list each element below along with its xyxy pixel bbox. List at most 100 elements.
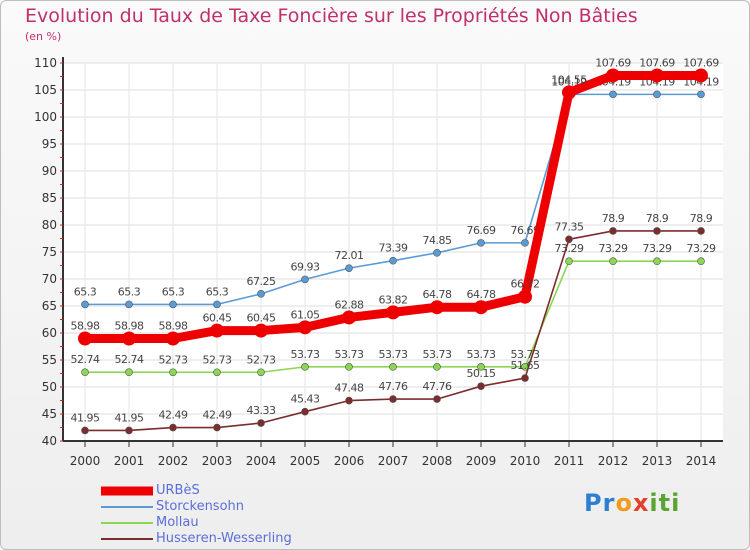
x-tick-label: 2002 <box>158 454 189 468</box>
data-label-husseren-wesserling: 41.95 <box>115 411 144 424</box>
data-label-storckensohn: 65.3 <box>118 285 141 298</box>
data-point-storckensohn <box>301 275 309 284</box>
x-tick-label: 2011 <box>554 454 585 468</box>
y-tick-label: 110 <box>34 56 57 70</box>
data-label-storckensohn: 65.3 <box>206 285 229 298</box>
data-label-mollau: 73.29 <box>599 242 628 255</box>
x-tick-label: 2000 <box>70 454 101 468</box>
data-point-husseren-wesserling <box>697 227 705 235</box>
data-label-husseren-wesserling: 78.9 <box>602 212 625 225</box>
data-point-urb-s <box>694 68 708 83</box>
y-tick-label: 55 <box>42 353 57 367</box>
data-label-husseren-wesserling: 77.35 <box>555 220 584 233</box>
x-tick-label: 2004 <box>246 454 277 468</box>
legend-swatch <box>101 486 153 496</box>
y-tick-label: 85 <box>42 191 57 205</box>
data-label-urb-s: 64.78 <box>423 288 452 301</box>
data-point-mollau <box>653 257 661 266</box>
data-label-storckensohn: 67.25 <box>247 275 276 288</box>
x-tick-label: 2005 <box>290 454 321 468</box>
data-point-storckensohn <box>477 239 485 247</box>
data-label-husseren-wesserling: 42.49 <box>159 409 188 422</box>
data-point-urb-s <box>210 323 224 338</box>
data-point-storckensohn <box>433 249 441 257</box>
data-label-husseren-wesserling: 50.15 <box>467 367 496 380</box>
x-tick-label: 2007 <box>378 454 409 468</box>
legend-swatch <box>101 506 153 508</box>
logo-letter: P <box>584 489 603 517</box>
data-label-storckensohn: 73.39 <box>379 242 408 255</box>
data-label-urb-s: 107.69 <box>683 56 719 69</box>
x-tick-label: 2006 <box>334 454 365 468</box>
data-point-mollau <box>301 363 309 371</box>
data-point-mollau <box>389 363 397 371</box>
y-tick-label: 95 <box>42 137 57 151</box>
data-label-husseren-wesserling: 78.9 <box>646 212 669 225</box>
data-point-urb-s <box>166 331 180 346</box>
data-point-mollau <box>125 368 133 377</box>
data-point-urb-s <box>122 331 136 346</box>
data-label-storckensohn: 69.93 <box>291 260 320 273</box>
x-tick-label: 2013 <box>642 454 673 468</box>
data-point-mollau <box>257 368 265 377</box>
data-point-mollau <box>697 257 705 266</box>
x-tick-label: 2003 <box>202 454 233 468</box>
data-point-husseren-wesserling <box>477 382 485 390</box>
data-label-storckensohn: 74.85 <box>423 234 452 247</box>
legend-label: Storckensohn <box>156 499 245 514</box>
data-point-storckensohn <box>389 256 397 265</box>
data-point-storckensohn <box>697 90 705 99</box>
data-label-mollau: 73.29 <box>687 242 716 255</box>
data-label-mollau: 52.74 <box>71 353 100 366</box>
data-label-urb-s: 107.69 <box>639 56 675 69</box>
data-point-mollau <box>345 363 353 371</box>
y-tick-label: 75 <box>42 245 57 259</box>
data-point-urb-s <box>342 310 356 325</box>
data-point-storckensohn <box>125 300 133 309</box>
legend-label: Husseren-Wesserling <box>156 531 292 546</box>
data-point-husseren-wesserling <box>653 227 661 235</box>
data-point-mollau <box>477 363 485 371</box>
data-label-storckensohn: 76.69 <box>511 224 540 237</box>
data-point-storckensohn <box>345 264 353 272</box>
x-tick-label: 2012 <box>598 454 629 468</box>
data-point-husseren-wesserling <box>565 235 573 244</box>
data-label-husseren-wesserling: 47.48 <box>335 382 364 395</box>
data-point-husseren-wesserling <box>389 395 397 403</box>
data-point-storckensohn <box>213 300 221 309</box>
data-label-storckensohn: 76.69 <box>467 224 496 237</box>
data-point-storckensohn <box>81 300 89 309</box>
data-point-urb-s <box>518 289 532 304</box>
data-point-husseren-wesserling <box>609 227 617 235</box>
data-point-husseren-wesserling <box>433 395 441 403</box>
legend-label: URBèS <box>156 483 200 498</box>
y-tick-label: 100 <box>34 110 57 124</box>
data-label-mollau: 52.73 <box>247 353 276 366</box>
logo-letter: o <box>615 489 633 517</box>
data-label-urb-s: 66.72 <box>511 278 540 291</box>
data-label-mollau: 53.73 <box>467 348 496 361</box>
data-point-husseren-wesserling <box>301 407 309 416</box>
data-point-urb-s <box>562 85 576 100</box>
data-label-husseren-wesserling: 41.95 <box>71 411 100 424</box>
data-label-husseren-wesserling: 47.76 <box>379 380 408 393</box>
data-label-mollau: 53.73 <box>291 348 320 361</box>
data-point-urb-s <box>474 300 488 315</box>
y-tick-label: 50 <box>42 380 57 394</box>
data-label-urb-s: 104.55 <box>551 73 587 86</box>
x-tick-label: 2009 <box>466 454 497 468</box>
data-label-urb-s: 58.98 <box>71 320 100 333</box>
data-point-mollau <box>433 363 441 371</box>
chart-title: Evolution du Taux de Taxe Foncière sur l… <box>25 5 638 27</box>
data-point-storckensohn <box>653 90 661 99</box>
logo-letter: r <box>602 489 616 517</box>
logo-letter: t <box>658 489 672 517</box>
logo-letter: x <box>632 489 650 517</box>
y-tick-label: 80 <box>42 218 57 232</box>
data-point-mollau <box>565 257 573 266</box>
data-point-mollau <box>213 368 221 377</box>
data-label-urb-s: 60.45 <box>247 312 276 325</box>
data-point-storckensohn <box>609 90 617 99</box>
